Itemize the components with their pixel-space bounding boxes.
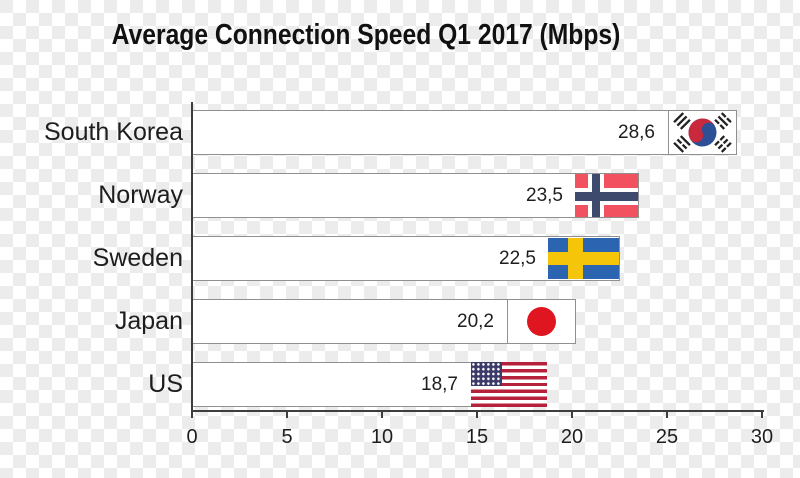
japan-sun-disc [527, 307, 556, 336]
x-tick-label-30: 30 [750, 426, 774, 448]
value-label-japan: 20,2 [457, 311, 494, 332]
x-tick-label-10: 10 [370, 426, 394, 448]
category-label-us: US [148, 370, 183, 398]
x-tick-20 [571, 411, 573, 418]
bar-south-korea: 28,6 [192, 110, 737, 155]
y-axis-line [191, 102, 193, 411]
flag-sweden [548, 238, 619, 279]
category-label-south-korea: South Korea [44, 118, 183, 146]
category-label-japan: Japan [114, 307, 183, 335]
x-tick-label-25: 25 [655, 426, 679, 448]
flag-us [471, 362, 547, 407]
us-canton-stars [471, 362, 502, 387]
x-tick-5 [286, 411, 288, 418]
bar-sweden: 22,5 [192, 236, 620, 281]
value-label-south-korea: 28,6 [618, 122, 655, 143]
norway-cross-navy-horizontal [575, 192, 638, 201]
x-tick-0 [191, 411, 193, 418]
x-tick-30 [761, 411, 763, 418]
bar-japan: 20,2 [192, 299, 576, 344]
x-tick-25 [666, 411, 668, 418]
taegeuk-and-trigrams-icon [673, 112, 732, 153]
x-tick-10 [381, 411, 383, 418]
x-tick-label-0: 0 [186, 426, 198, 448]
x-tick-15 [476, 411, 478, 418]
x-tick-label-5: 5 [281, 426, 293, 448]
flag-norway [575, 174, 638, 217]
category-label-norway: Norway [98, 181, 183, 209]
category-label-sweden: Sweden [92, 244, 183, 272]
value-label-us: 18,7 [421, 374, 458, 395]
bar-us: 18,7 [192, 362, 547, 407]
x-tick-label-20: 20 [560, 426, 584, 448]
value-label-sweden: 22,5 [499, 248, 536, 269]
bar-norway: 23,5 [192, 173, 639, 218]
value-label-norway: 23,5 [526, 185, 563, 206]
flag-south-korea [668, 110, 737, 155]
x-tick-label-15: 15 [465, 426, 489, 448]
sweden-cross-horizontal [548, 252, 619, 265]
flag-japan [507, 299, 576, 344]
chart-title: Average Connection Speed Q1 2017 (Mbps) [111, 19, 621, 51]
